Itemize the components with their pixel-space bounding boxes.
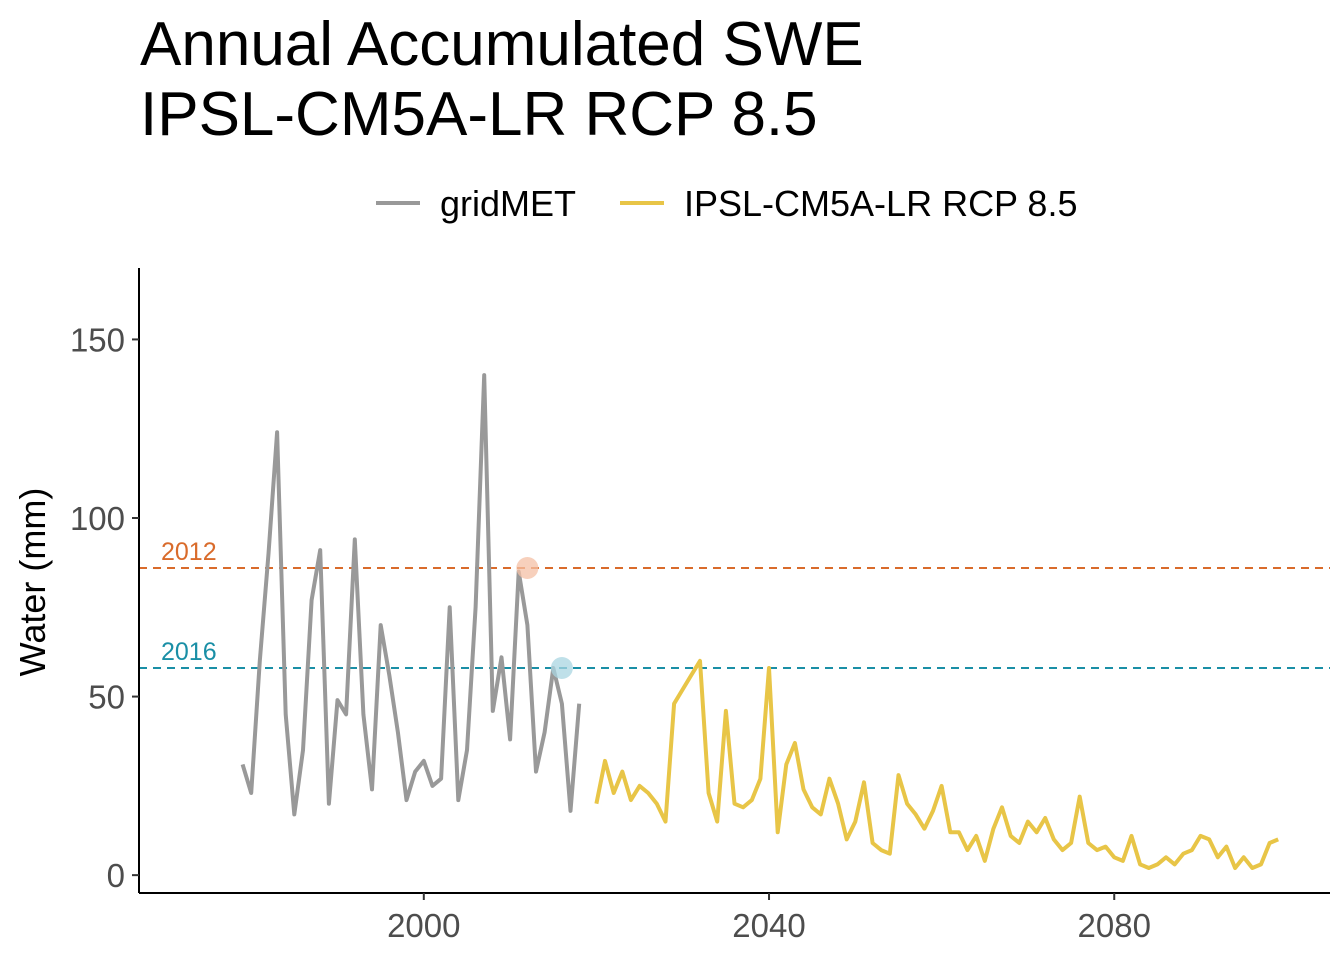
reference-lines: 2012 2016 bbox=[139, 538, 1330, 669]
series-lines bbox=[240, 373, 1279, 870]
highlight-point-2016 bbox=[550, 657, 573, 679]
y-tick-label-50: 50 bbox=[88, 679, 125, 716]
x-tick-label-2000: 2000 bbox=[387, 907, 460, 944]
axes: 0 50 100 150 2000 2040 2080 bbox=[70, 268, 1330, 944]
reference-markers bbox=[516, 557, 573, 679]
y-tick-label-100: 100 bbox=[70, 500, 125, 537]
x-tick-label-2080: 2080 bbox=[1078, 907, 1151, 944]
legend: gridMET IPSL-CM5A-LR RCP 8.5 bbox=[376, 183, 1077, 224]
chart-subtitle: IPSL-CM5A-LR RCP 8.5 bbox=[140, 80, 818, 149]
x-tick-label-2040: 2040 bbox=[732, 907, 805, 944]
legend-label-gridmet: gridMET bbox=[440, 183, 576, 224]
chart-title: Annual Accumulated SWE bbox=[140, 10, 864, 79]
y-tick-label-150: 150 bbox=[70, 321, 125, 358]
y-axis-title: Water (mm) bbox=[12, 488, 53, 677]
reference-label-2012: 2012 bbox=[161, 538, 217, 566]
highlight-point-2012 bbox=[516, 557, 539, 579]
reference-label-2016: 2016 bbox=[161, 638, 217, 666]
series-line-ipsl-cm5a-lr-rcp85 bbox=[594, 658, 1279, 870]
y-tick-label-0: 0 bbox=[107, 857, 125, 894]
series-line-gridmet bbox=[240, 373, 582, 817]
legend-label-ipsl: IPSL-CM5A-LR RCP 8.5 bbox=[684, 183, 1077, 224]
